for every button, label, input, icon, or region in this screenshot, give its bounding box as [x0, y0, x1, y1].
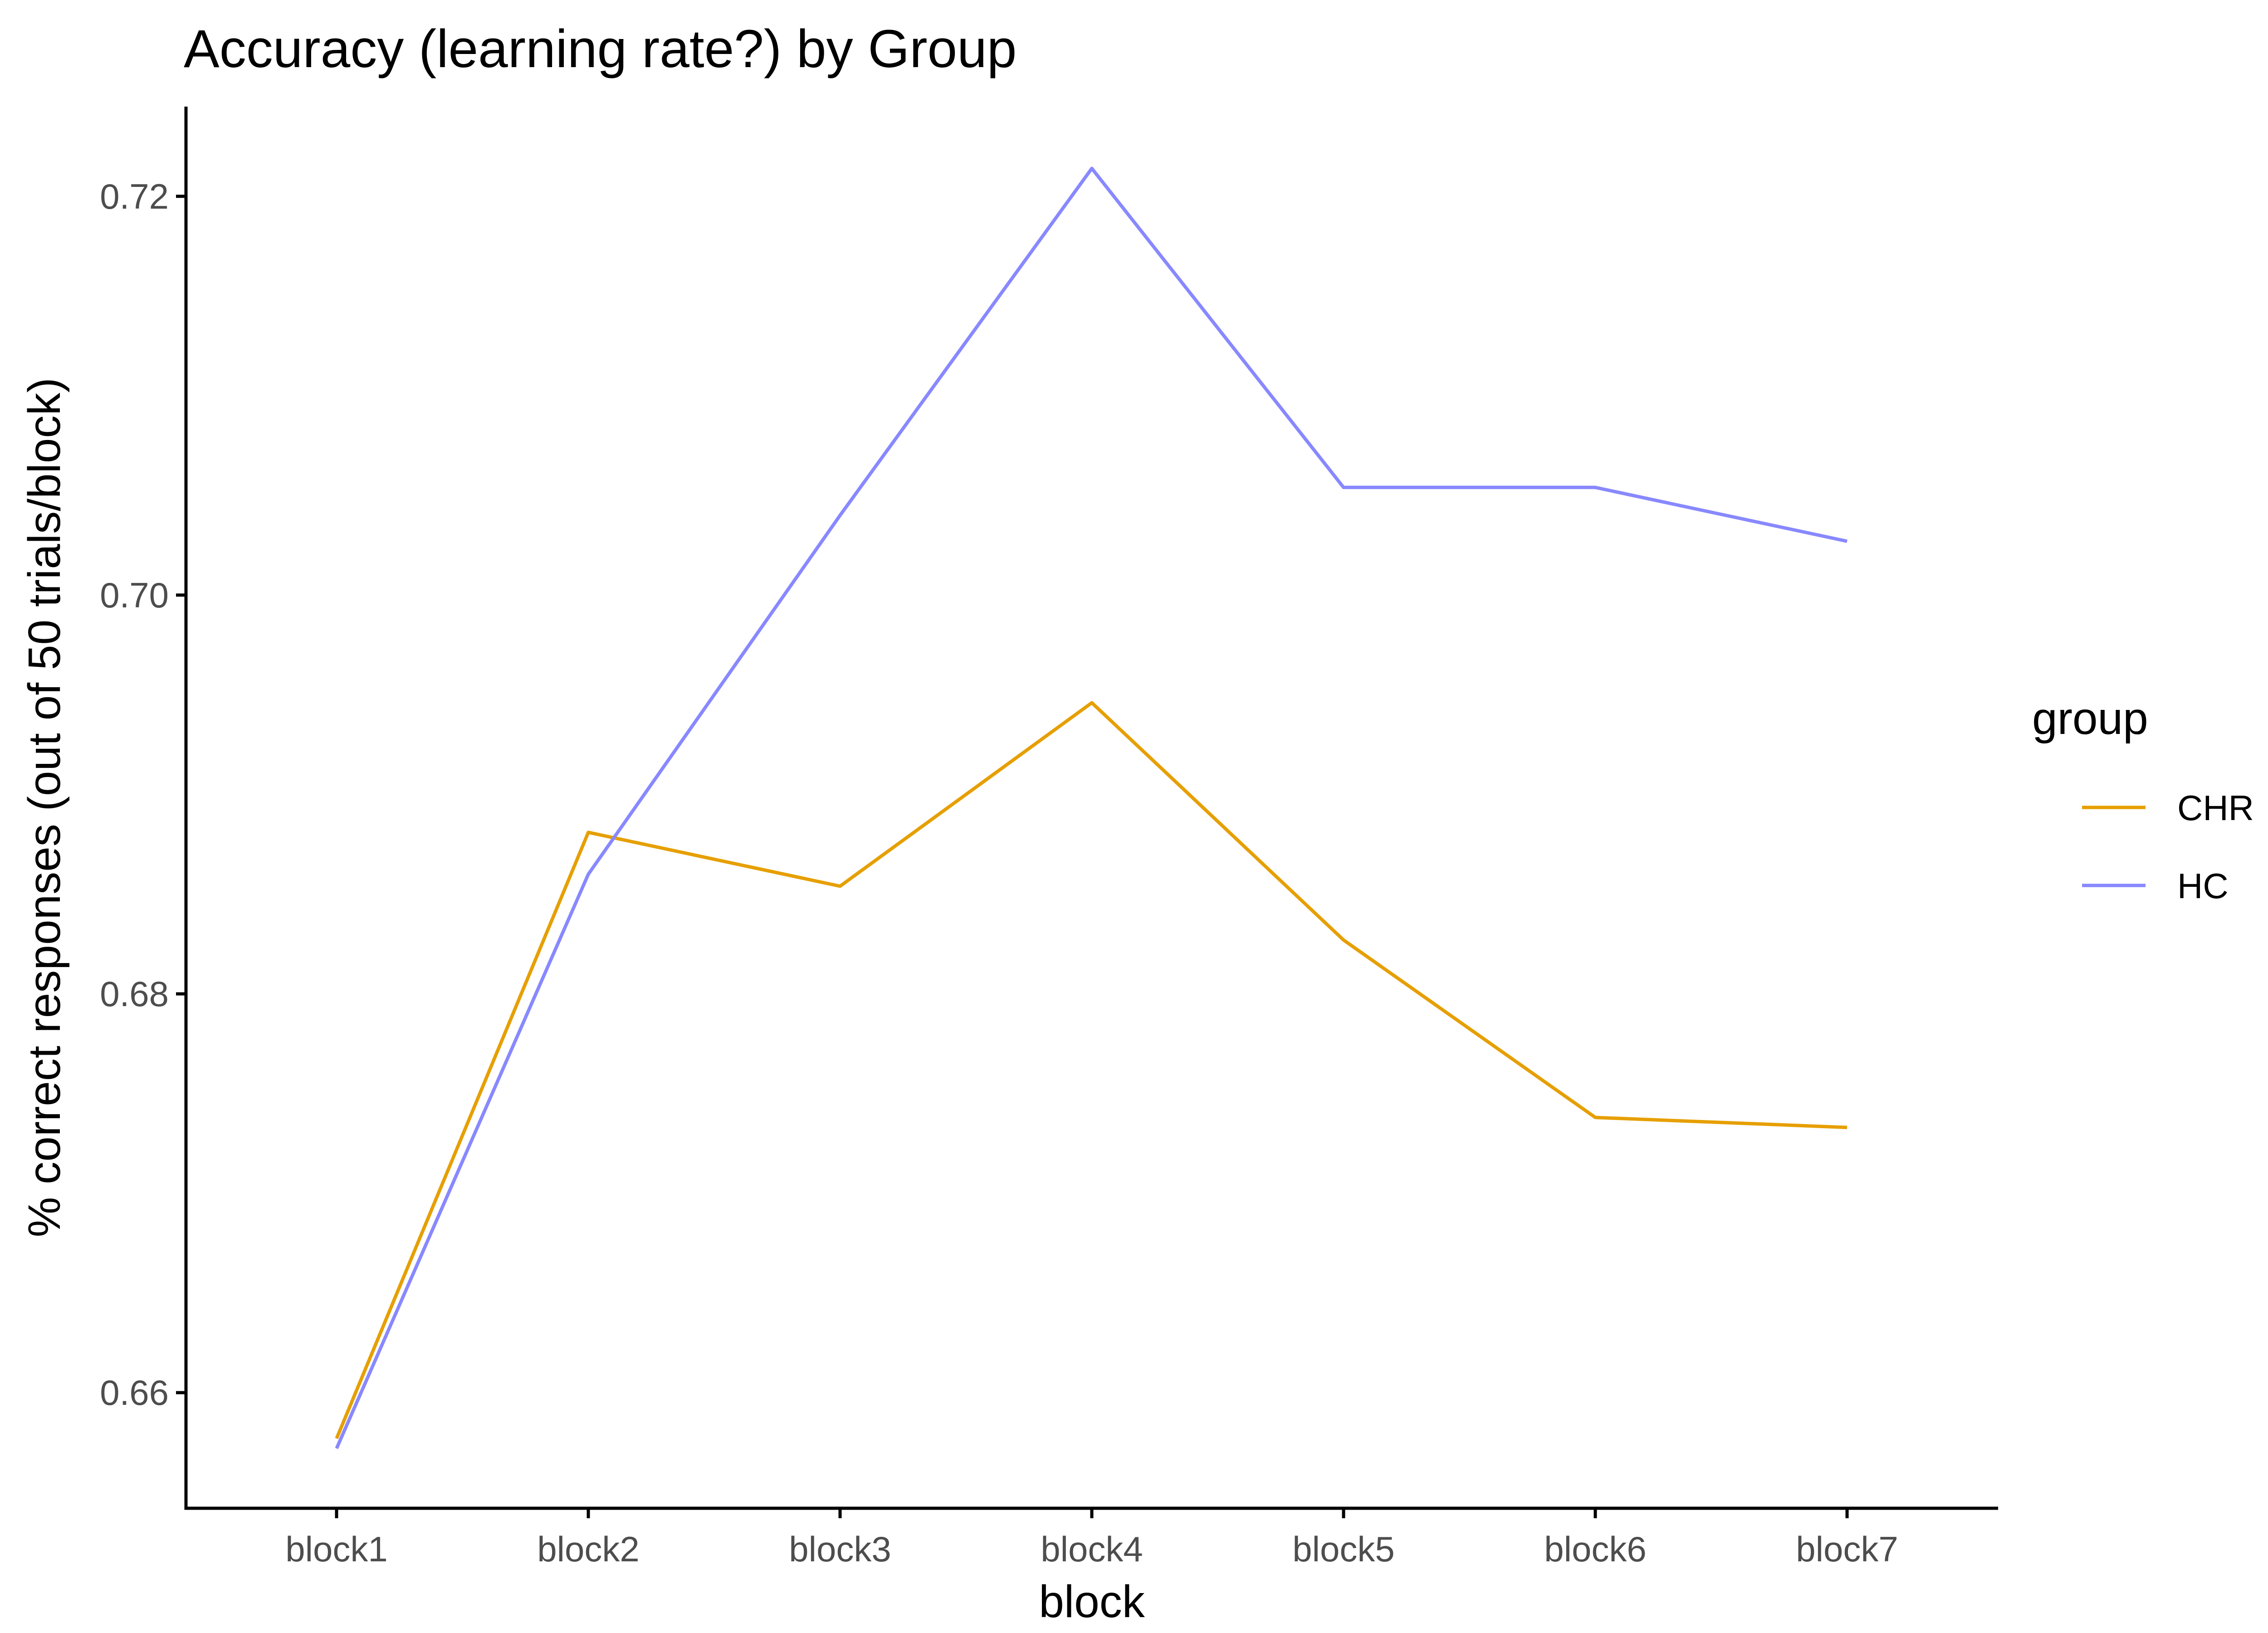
x-tick-label: block2 [537, 1529, 639, 1569]
y-axis-title: % correct responses (out of 50 trials/bl… [19, 377, 70, 1237]
series-line-hc [335, 166, 1848, 1449]
x-tick-label: block7 [1796, 1529, 1898, 1569]
x-tick-label: block3 [789, 1529, 891, 1569]
y-axis-ticks: 0.66 0.68 0.70 0.72 [100, 176, 186, 1413]
x-axis-title: block [1039, 1576, 1145, 1627]
x-tick-label: block1 [285, 1529, 387, 1569]
x-axis-ticks: block1 block2 block3 block4 block5 block6 bloc… [285, 1508, 1898, 1569]
x-tick-label: block5 [1292, 1529, 1394, 1569]
x-tick-label: block4 [1041, 1529, 1143, 1569]
y-tick-label: 0.70 [100, 575, 169, 615]
chart-title: Accuracy (learning rate?) by Group [184, 19, 1017, 79]
y-tick-label: 0.66 [100, 1373, 169, 1413]
legend: group CHR HC [2032, 693, 2254, 906]
series-line-chr [335, 701, 1848, 1439]
series-layer [335, 166, 1848, 1449]
legend-label-hc: HC [2177, 866, 2229, 906]
legend-title: group [2032, 693, 2148, 744]
legend-label-chr: CHR [2177, 788, 2254, 828]
x-tick-label: block6 [1544, 1529, 1646, 1569]
y-tick-label: 0.72 [100, 176, 169, 216]
y-tick-label: 0.68 [100, 974, 169, 1014]
